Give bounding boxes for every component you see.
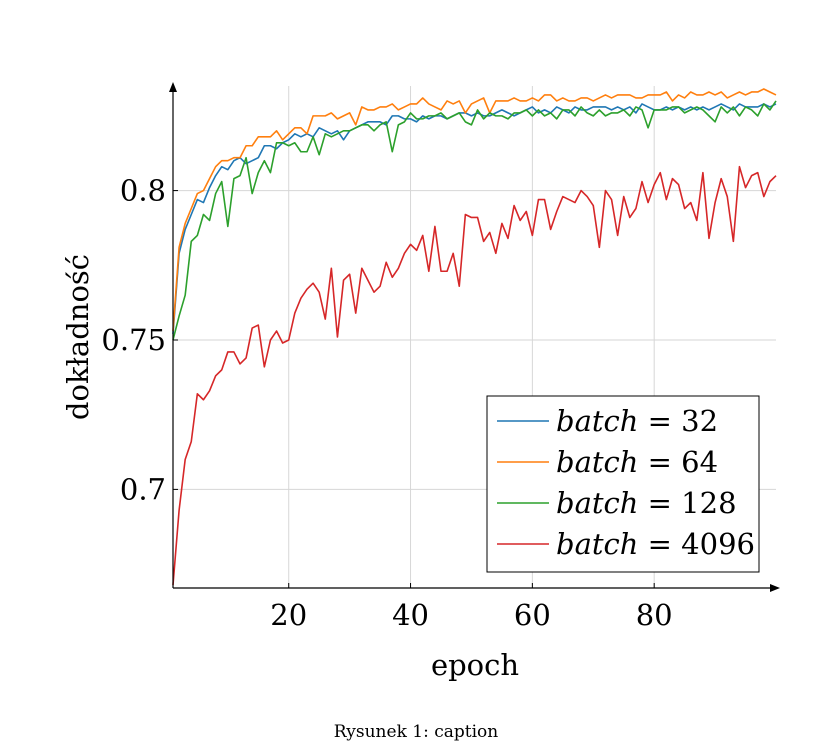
y-tick-label: 0.75 <box>101 323 166 357</box>
grid-lines <box>173 86 776 588</box>
y-tick-label: 0.8 <box>120 174 166 208</box>
legend-label-32: batch = 32 <box>556 404 718 438</box>
series-line-4096 <box>172 165 777 586</box>
legend: batch = 32 batch = 64 batch = 128 batch = 4… <box>486 395 760 573</box>
x-axis-label: epoch <box>431 648 519 682</box>
series-line-128 <box>172 100 777 341</box>
x-tick-label: 20 <box>270 598 307 632</box>
x-tick-label: 60 <box>514 598 551 632</box>
legend-label-64: batch = 64 <box>556 445 718 479</box>
tick-labels: 20 40 60 80 0.7 0.75 0.8 <box>101 174 672 632</box>
series-line-32 <box>172 103 777 335</box>
figure-caption: Rysunek 1: caption <box>333 722 499 742</box>
series-lines <box>172 88 777 586</box>
line-chart: 20 40 60 80 0.7 0.75 0.8 epoch dokładność batc… <box>61 82 780 682</box>
legend-label-4096: batch = 4096 <box>556 527 755 561</box>
legend-box <box>486 395 760 573</box>
series-line-64 <box>172 88 777 332</box>
x-tick-label: 40 <box>392 598 429 632</box>
y-axis-label: dokładność <box>61 254 95 420</box>
axes <box>169 82 780 592</box>
y-axis-arrow <box>169 82 177 92</box>
x-axis-arrow <box>770 584 780 592</box>
y-tick-label: 0.7 <box>120 472 166 506</box>
x-tick-label: 80 <box>636 598 673 632</box>
legend-label-128: batch = 128 <box>556 486 737 520</box>
